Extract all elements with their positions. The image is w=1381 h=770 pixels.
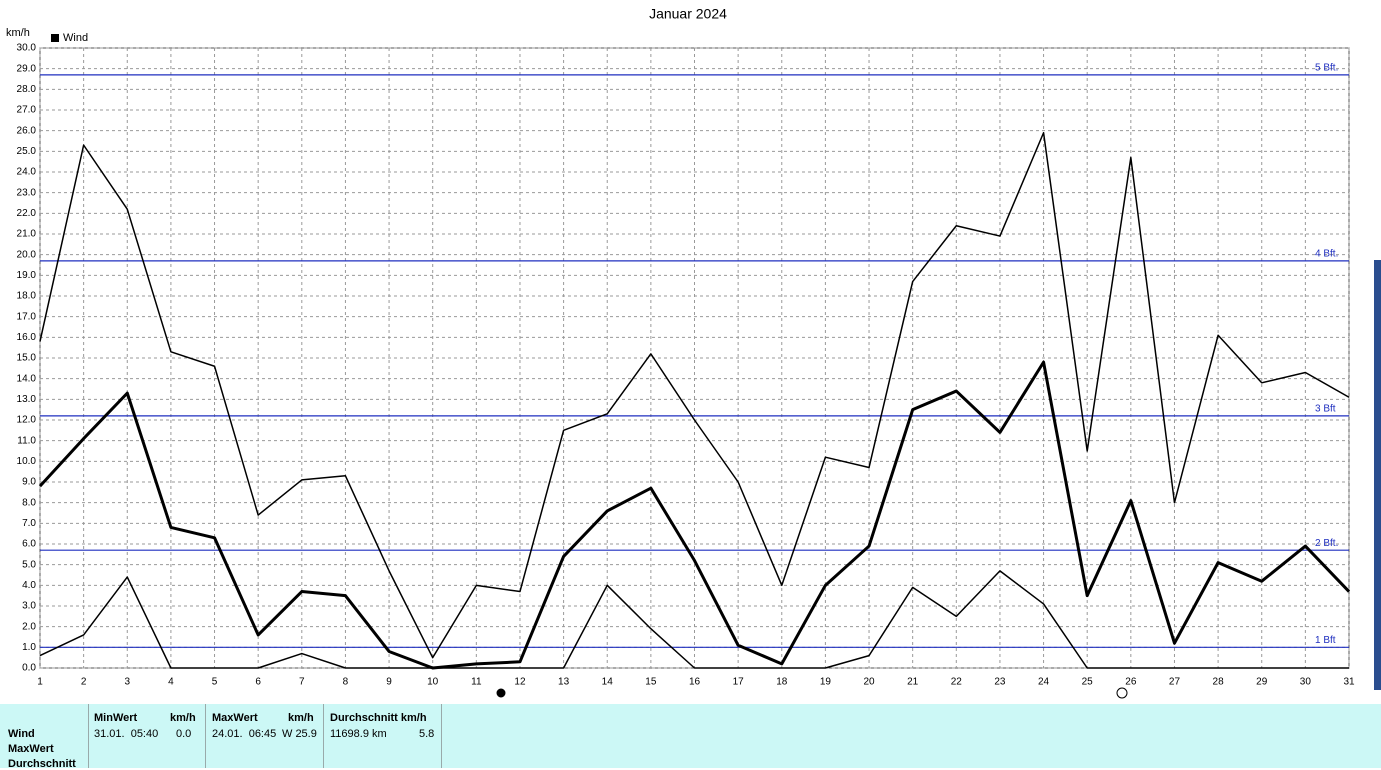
y-tick-label: 17.0 — [17, 311, 37, 322]
y-tick-label: 23.0 — [17, 187, 37, 198]
row-label: MaxWert — [8, 743, 54, 755]
x-tick-label: 5 — [212, 677, 218, 688]
y-unit: km/h — [6, 27, 30, 39]
separator — [205, 704, 206, 768]
row-label: Durchschnitt — [8, 758, 76, 770]
x-tick-label: 22 — [951, 677, 963, 688]
y-tick-label: 5.0 — [22, 559, 36, 570]
wind-line — [38, 360, 1351, 670]
y-tick-label: 1.0 — [22, 642, 36, 653]
y-tick-label: 7.0 — [22, 518, 36, 529]
x-tick-label: 12 — [514, 677, 526, 688]
x-tick-label: 11 — [471, 677, 482, 688]
x-tick-label: 8 — [343, 677, 349, 688]
header: km/h — [288, 712, 314, 724]
full-moon-icon — [1116, 687, 1128, 699]
cell: 5.8 — [419, 728, 435, 740]
wind-line — [39, 131, 1350, 659]
x-tick-label: 18 — [776, 677, 788, 688]
y-tick-label: 16.0 — [17, 332, 37, 343]
y-tick-label: 22.0 — [17, 208, 37, 219]
y-tick-label: 9.0 — [22, 477, 36, 488]
chart-title: Januar 2024 — [649, 6, 727, 22]
y-tick-label: 13.0 — [17, 394, 37, 405]
x-tick-label: 26 — [1125, 677, 1137, 688]
x-tick-label: 29 — [1256, 677, 1268, 688]
header: MaxWert — [212, 712, 258, 724]
y-tick-label: 27.0 — [17, 105, 37, 116]
cell: 31.01. 05:40 — [94, 728, 159, 740]
x-tick-label: 2 — [81, 677, 87, 688]
x-tick-label: 15 — [645, 677, 657, 688]
chart: Januar 2024 km/h Wind 0.0 1.0 2.0 3.0 4.0 5.0… — [6, 6, 1381, 699]
x-tick-label: 14 — [602, 677, 614, 688]
y-tick-label: 8.0 — [22, 497, 36, 508]
x-tick-label: 30 — [1300, 677, 1312, 688]
cell: 24.01. 06:45 — [212, 728, 277, 740]
x-tick-label: 23 — [994, 677, 1006, 688]
row-label: Wind — [8, 728, 35, 740]
separator — [323, 704, 324, 768]
x-tick-label: 20 — [863, 677, 875, 688]
beaufort-label: 3 Bft — [1315, 404, 1336, 415]
y-tick-label: 18.0 — [17, 291, 37, 302]
y-tick-label: 3.0 — [22, 601, 36, 612]
new-moon-icon — [496, 688, 506, 698]
cell: 0.0 — [176, 728, 192, 740]
y-tick-label: 20.0 — [17, 249, 37, 260]
header: MinWert — [94, 712, 138, 724]
y-tick-label: 30.0 — [17, 43, 37, 54]
beaufort-label: 5 Bft. — [1315, 63, 1338, 74]
y-tick-label: 25.0 — [17, 146, 37, 157]
x-tick-label: 4 — [168, 677, 174, 688]
y-tick-label: 10.0 — [17, 456, 37, 467]
x-tick-label: 16 — [689, 677, 701, 688]
x-tick-label: 9 — [386, 677, 392, 688]
beaufort-label: 1 Bft — [1315, 635, 1336, 646]
y-tick-label: 12.0 — [17, 415, 37, 426]
x-tick-label: 31 — [1343, 677, 1355, 688]
beaufort-label: 2 Bft. — [1315, 538, 1338, 549]
y-tick-label: 14.0 — [17, 373, 37, 384]
legend-swatch — [51, 34, 59, 42]
header: km/h — [170, 712, 196, 724]
x-tick-label: 1 — [37, 677, 43, 688]
y-tick-label: 21.0 — [17, 229, 37, 240]
x-tick-label: 21 — [907, 677, 919, 688]
y-tick-label: 28.0 — [17, 84, 37, 95]
x-tick-label: 7 — [299, 677, 305, 688]
header: Durchschnitt km/h — [330, 712, 427, 724]
wind-line — [39, 570, 1349, 669]
x-tick-label: 27 — [1169, 677, 1181, 688]
beaufort-label: 4 Bft. — [1315, 249, 1338, 260]
cell: 11698.9 km — [330, 728, 387, 740]
y-tick-label: 19.0 — [17, 270, 37, 281]
stats-table: MinWert km/h MaxWert km/h Durchschnitt k… — [0, 704, 1381, 770]
y-tick-label: 2.0 — [22, 621, 36, 632]
legend-label: Wind — [63, 32, 88, 44]
y-tick-label: 11.0 — [17, 435, 36, 446]
y-tick-label: 26.0 — [17, 125, 37, 136]
y-tick-label: 15.0 — [17, 353, 37, 364]
x-tick-label: 13 — [558, 677, 570, 688]
separator — [441, 704, 442, 768]
x-tick-label: 3 — [124, 677, 130, 688]
y-tick-label: 4.0 — [22, 580, 36, 591]
x-tick-label: 28 — [1213, 677, 1225, 688]
y-tick-label: 6.0 — [22, 539, 36, 550]
cell: W 25.9 — [282, 728, 317, 740]
x-tick-label: 10 — [427, 677, 439, 688]
x-tick-label: 17 — [733, 677, 745, 688]
x-tick-label: 19 — [820, 677, 832, 688]
x-tick-label: 6 — [255, 677, 261, 688]
separator — [88, 704, 89, 768]
x-tick-label: 25 — [1082, 677, 1094, 688]
y-tick-label: 0.0 — [22, 663, 36, 674]
window-edge — [1374, 260, 1381, 690]
x-tick-label: 24 — [1038, 677, 1050, 688]
y-tick-label: 24.0 — [17, 167, 37, 178]
y-tick-label: 29.0 — [17, 63, 37, 74]
